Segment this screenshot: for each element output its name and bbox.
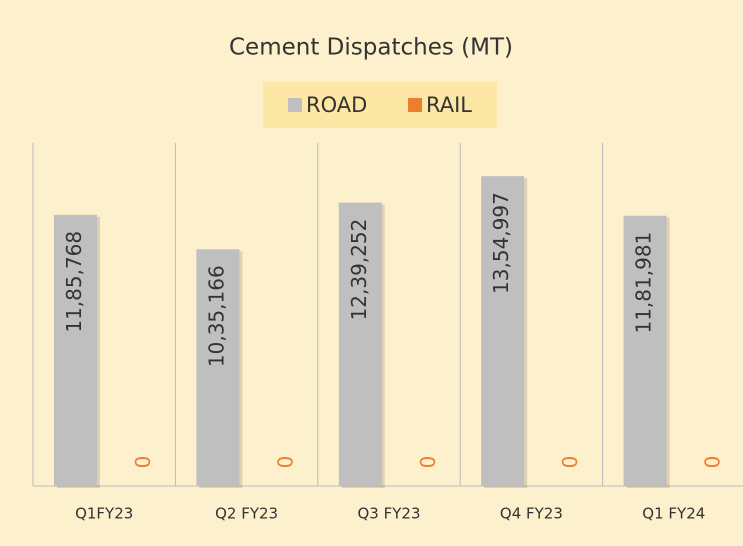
legend-swatch (288, 98, 302, 112)
x-tick-label: Q4 FY23 (500, 505, 563, 523)
x-tick-label: Q3 FY23 (358, 505, 421, 523)
data-label: 11,85,768 (62, 231, 86, 333)
legend-label: ROAD (306, 93, 367, 117)
legend-label: RAIL (426, 93, 472, 117)
bar (338, 202, 382, 486)
data-label: 0 (701, 456, 725, 469)
data-label: 12,39,252 (347, 219, 371, 321)
data-label: 0 (273, 456, 297, 469)
data-label: 0 (416, 456, 440, 469)
data-label: 0 (558, 456, 582, 469)
data-label: 10,35,166 (204, 265, 228, 367)
data-label: 13,54,997 (489, 192, 513, 294)
x-tick-label: Q1FY23 (75, 505, 133, 523)
bar (54, 214, 97, 487)
legend-swatch (408, 98, 422, 112)
bar (623, 215, 667, 487)
x-tick-label: Q1 FY24 (642, 505, 705, 523)
data-label: 11,81,981 (632, 232, 656, 334)
x-tick-label: Q2 FY23 (215, 505, 278, 523)
chart-title: Cement Dispatches (MT) (229, 35, 513, 61)
bar (481, 176, 525, 486)
data-label: 0 (131, 456, 155, 469)
bar (196, 249, 240, 486)
